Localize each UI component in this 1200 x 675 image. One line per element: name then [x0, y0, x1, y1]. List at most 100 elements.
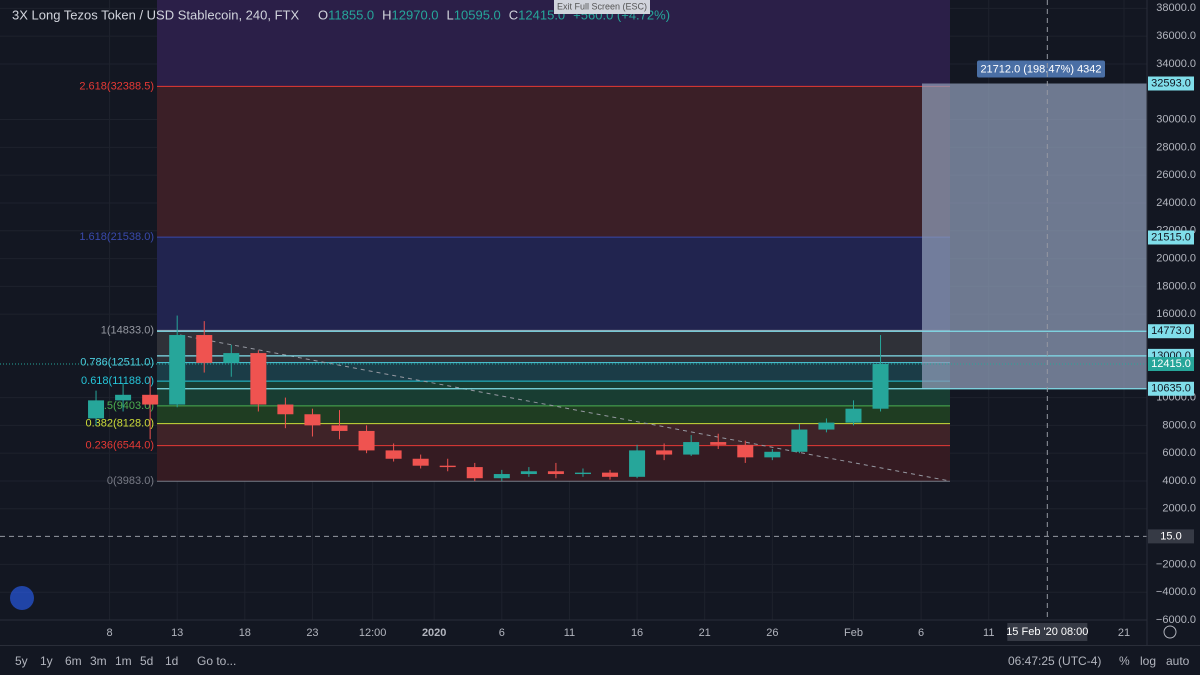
- x-tick-label: 8: [106, 627, 112, 639]
- x-tick-label: 13: [171, 627, 183, 639]
- candle-body: [115, 394, 132, 401]
- y-tick-label: 20000.0: [1156, 252, 1196, 264]
- y-tick-label: 34000.0: [1156, 58, 1196, 70]
- fib-label: 0(3983.0): [107, 475, 154, 487]
- ohlc-value: 10595.0: [454, 7, 501, 22]
- y-tick-label: 28000.0: [1156, 141, 1196, 153]
- y-tick-label: 38000.0: [1156, 2, 1196, 14]
- y-tick-label: −2000.0: [1156, 558, 1196, 570]
- range-button[interactable]: 3m: [90, 654, 107, 668]
- popup-bg: [554, 0, 650, 14]
- candle-body: [304, 414, 321, 426]
- candle-body: [169, 335, 186, 405]
- candle-body: [358, 430, 375, 451]
- ohlc-key: H: [382, 7, 391, 22]
- chart: 8 13 18 23 12:00 2020 6 11 16 21 26 Feb 6 11 21 −6000.0…: [0, 0, 1196, 645]
- y-tick-label: 30000.0: [1156, 113, 1196, 125]
- log-button[interactable]: log: [1140, 654, 1157, 668]
- ohlc-key: L: [447, 7, 454, 22]
- y-tick-label: 18000.0: [1156, 280, 1196, 292]
- x-tick-label: 12:00: [359, 627, 387, 639]
- ohlc-value: 11855.0: [328, 7, 374, 22]
- candle-body: [142, 394, 159, 405]
- position-label-bg: [977, 60, 1105, 78]
- candle-body: [277, 404, 294, 415]
- candle-body: [466, 467, 483, 479]
- clock: 06:47:25 (UTC-4): [1008, 654, 1102, 668]
- y-tick-label: −4000.0: [1156, 586, 1196, 598]
- x-tick-label: 2020: [422, 627, 446, 639]
- range-button[interactable]: 5y: [15, 654, 28, 668]
- crosshair-y-label: 15.0: [1160, 530, 1181, 542]
- auto-button[interactable]: auto: [1166, 654, 1190, 668]
- candle-body: [547, 471, 564, 475]
- candle-body: [656, 450, 673, 455]
- fib-band: [157, 237, 950, 331]
- fib-label: 2.618(32388.5): [79, 80, 154, 92]
- candle-body: [872, 364, 889, 409]
- percent-button[interactable]: %: [1119, 654, 1130, 668]
- candle-body: [574, 472, 591, 475]
- candle-body: [791, 429, 808, 452]
- fib-band: [157, 362, 950, 382]
- price-label: 32593.0: [1151, 77, 1191, 89]
- range-button[interactable]: 1m: [115, 654, 132, 668]
- candle-body: [629, 450, 646, 477]
- price-label-bg: [1148, 230, 1194, 245]
- fib-label: 1.618(21538.0): [79, 231, 154, 243]
- range-button[interactable]: 5d: [140, 654, 154, 668]
- candle-body: [602, 472, 619, 477]
- candle-body: [223, 353, 240, 363]
- fib-band: [157, 405, 950, 424]
- ohlc-value: 12970.0: [392, 7, 439, 22]
- range-button[interactable]: 1y: [40, 654, 53, 668]
- ohlc-key: C: [509, 7, 518, 22]
- candle-body: [439, 465, 456, 468]
- price-label: 14773.0: [1151, 325, 1191, 337]
- fib-band: [157, 381, 950, 406]
- x-tick-label: Feb: [844, 627, 863, 639]
- x-tick-label: 21: [1118, 627, 1130, 639]
- fib-band: [157, 0, 950, 87]
- fib-label: 0.786(12511.0): [80, 357, 154, 369]
- y-tick-label: 26000.0: [1156, 169, 1196, 181]
- ohlc-key: O: [318, 7, 328, 22]
- candle-body: [764, 451, 781, 458]
- fib-label: 0.236(6544.0): [86, 440, 155, 452]
- x-tick-label: 16: [631, 627, 643, 639]
- y-tick-label: 8000.0: [1162, 419, 1196, 431]
- ohlc-value: 12415.0: [518, 7, 565, 22]
- y-tick-label: 6000.0: [1162, 447, 1196, 459]
- x-tick-label: 26: [766, 627, 778, 639]
- range-button[interactable]: 6m: [65, 654, 82, 668]
- crosshair-y-bg: [1148, 529, 1194, 544]
- candle-body: [88, 400, 105, 419]
- x-tick-label: 11: [983, 627, 994, 639]
- x-tick-label: 23: [306, 627, 318, 639]
- price-label-bg: [1148, 381, 1194, 396]
- price-label-bg: [1148, 76, 1194, 91]
- goto-button[interactable]: Go to...: [197, 654, 237, 668]
- y-tick-label: 2000.0: [1162, 503, 1196, 515]
- logo: [10, 586, 34, 610]
- candle-body: [250, 353, 267, 405]
- chart-title: 3X Long Tezos Token / USD Stablecoin, 24…: [12, 7, 299, 22]
- position-label: 21712.0 (198.47%) 4342: [980, 63, 1101, 75]
- candle-body: [520, 471, 537, 475]
- x-tick-label: 11: [564, 627, 575, 639]
- range-button[interactable]: 1d: [165, 654, 179, 668]
- popup: Exit Full Screen (ESC): [557, 1, 647, 11]
- fib-band: [157, 86, 950, 238]
- price-label: 21515.0: [1151, 231, 1191, 243]
- price-label: 10635.0: [1151, 383, 1191, 395]
- candle-body: [737, 444, 754, 458]
- price-label-bg: [1148, 324, 1194, 339]
- candle-body: [818, 422, 835, 430]
- fib-label: 1(14833.0): [101, 324, 154, 336]
- fib-band: [157, 445, 950, 482]
- x-tick-label: 21: [699, 627, 711, 639]
- candle-body: [412, 458, 429, 466]
- y-tick-label: 36000.0: [1156, 30, 1196, 42]
- fib-label: 0.382(8128.0): [86, 418, 155, 430]
